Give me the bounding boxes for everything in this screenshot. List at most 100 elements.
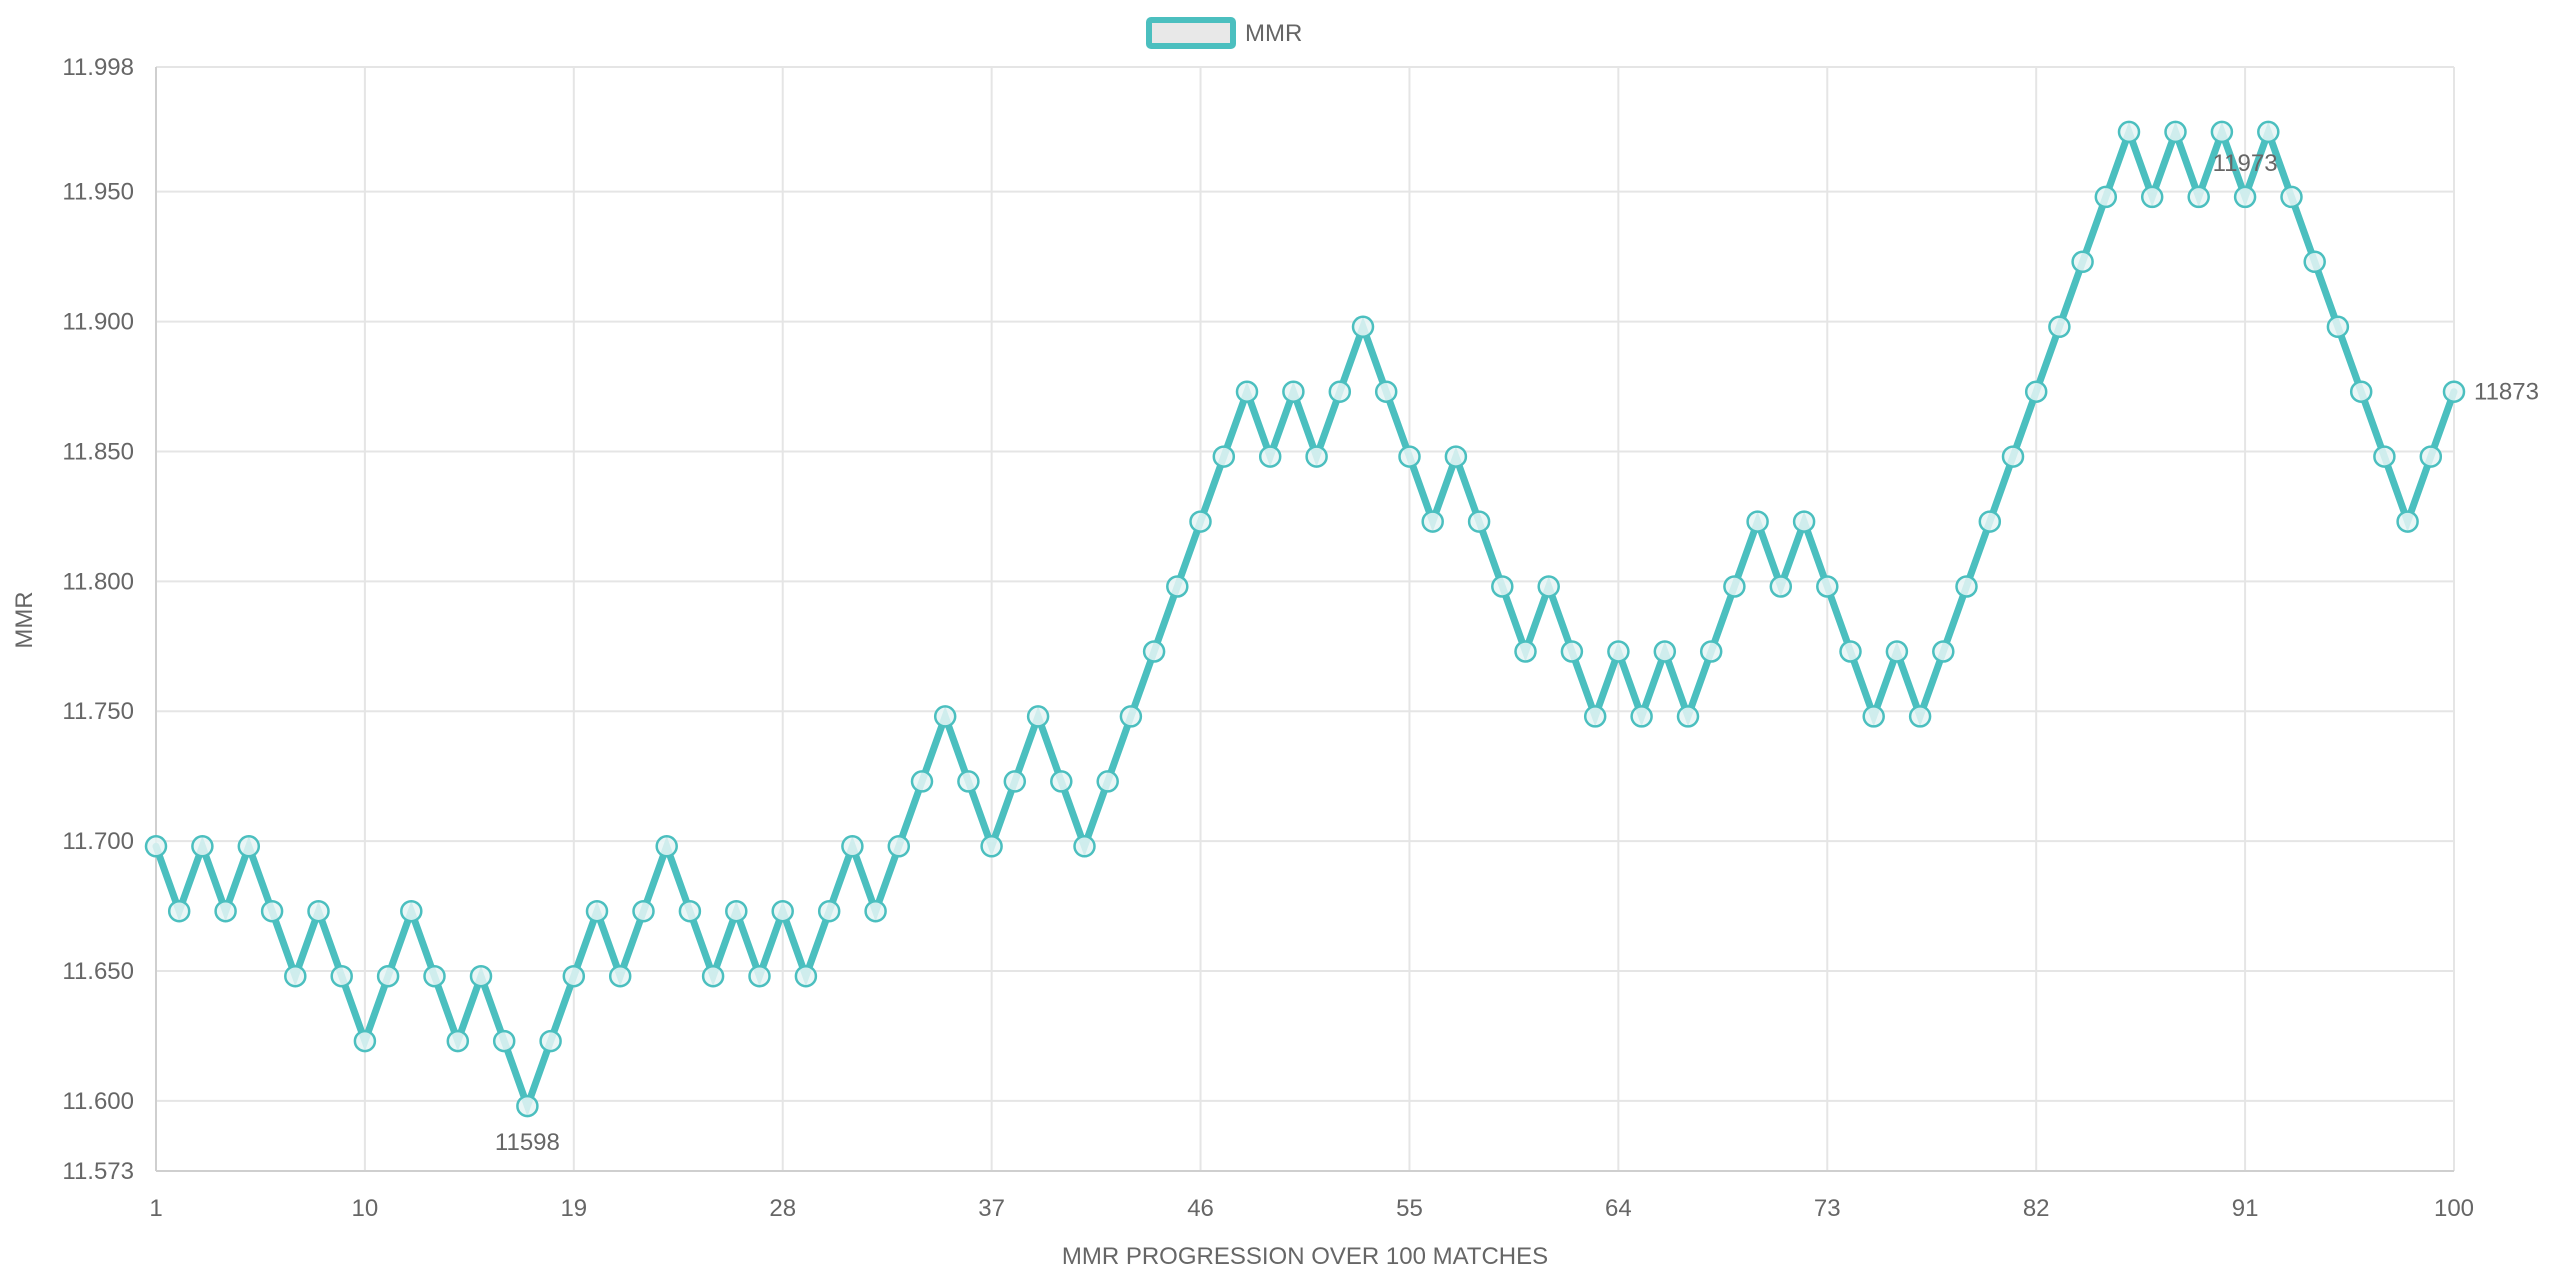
data-point[interactable]: [284, 964, 307, 988]
data-point[interactable]: [237, 835, 261, 858]
data-point[interactable]: [2024, 380, 2048, 403]
data-point[interactable]: [1305, 445, 1328, 468]
data-point[interactable]: [1235, 380, 1259, 403]
data-point[interactable]: [1607, 640, 1630, 663]
data-point[interactable]: [1374, 380, 1398, 403]
data-point[interactable]: [910, 770, 934, 793]
data-point[interactable]: [2233, 185, 2257, 209]
data-point[interactable]: [1026, 705, 1050, 728]
data-point[interactable]: [771, 899, 794, 923]
data-point[interactable]: [2094, 185, 2118, 209]
data-point[interactable]: [1769, 575, 1793, 598]
data-point[interactable]: [191, 835, 214, 858]
data-point[interactable]: [887, 835, 911, 858]
data-point[interactable]: [2326, 315, 2350, 339]
data-point[interactable]: [1258, 445, 1282, 468]
data-point[interactable]: [957, 770, 980, 793]
data-point[interactable]: [1491, 575, 1514, 598]
data-point[interactable]: [2210, 120, 2234, 144]
data-point[interactable]: [864, 899, 887, 923]
data-point[interactable]: [1839, 640, 1862, 663]
data-point[interactable]: [794, 964, 818, 988]
data-point[interactable]: [2373, 445, 2396, 468]
data-point[interactable]: [2187, 185, 2210, 209]
data-point[interactable]: [1142, 640, 1166, 663]
data-point[interactable]: [1955, 575, 1978, 598]
data-point[interactable]: [1816, 575, 1839, 598]
data-point[interactable]: [817, 899, 841, 923]
data-point[interactable]: [1212, 445, 1236, 468]
data-point[interactable]: [1444, 445, 1468, 468]
data-point[interactable]: [469, 964, 493, 988]
data-point[interactable]: [1282, 380, 1305, 403]
data-point[interactable]: [841, 835, 864, 858]
data-point[interactable]: [2164, 120, 2187, 144]
data-point[interactable]: [1699, 640, 1723, 663]
data-point[interactable]: [167, 899, 191, 923]
data-point[interactable]: [353, 1029, 377, 1053]
data-point[interactable]: [2071, 250, 2094, 274]
data-point[interactable]: [1862, 705, 1885, 728]
data-point[interactable]: [701, 964, 725, 988]
data-point[interactable]: [1885, 640, 1909, 663]
data-point[interactable]: [2001, 445, 2025, 468]
data-point[interactable]: [516, 1094, 539, 1118]
data-point[interactable]: [585, 899, 609, 923]
data-point[interactable]: [1630, 705, 1653, 728]
data-point[interactable]: [446, 1029, 470, 1053]
data-point[interactable]: [492, 1029, 516, 1053]
data-point[interactable]: [1096, 770, 1119, 793]
data-point[interactable]: [2140, 185, 2164, 209]
data-point[interactable]: [330, 964, 353, 988]
data-point[interactable]: [562, 964, 586, 988]
legend-swatch[interactable]: [1146, 17, 1236, 49]
data-point[interactable]: [144, 835, 168, 858]
data-point[interactable]: [980, 835, 1003, 858]
data-point[interactable]: [2442, 380, 2466, 403]
data-point[interactable]: [1119, 705, 1143, 728]
data-point[interactable]: [214, 899, 237, 923]
data-point[interactable]: [2349, 380, 2373, 403]
data-point[interactable]: [1050, 770, 1073, 793]
data-point[interactable]: [1328, 380, 1352, 403]
data-point[interactable]: [1073, 835, 1096, 858]
data-point[interactable]: [1583, 705, 1607, 728]
data-point[interactable]: [1421, 510, 1444, 533]
data-point[interactable]: [1537, 575, 1560, 598]
data-point[interactable]: [1166, 575, 1189, 598]
data-point[interactable]: [2257, 120, 2280, 144]
data-point[interactable]: [1653, 640, 1677, 663]
data-point[interactable]: [2303, 250, 2326, 274]
data-point[interactable]: [423, 964, 446, 988]
data-point[interactable]: [748, 964, 771, 988]
data-point[interactable]: [400, 899, 423, 923]
data-point[interactable]: [2396, 510, 2419, 533]
data-point[interactable]: [2419, 445, 2443, 468]
data-point[interactable]: [260, 899, 284, 923]
data-point[interactable]: [725, 899, 748, 923]
legend[interactable]: MMR: [1146, 17, 1302, 49]
data-point[interactable]: [933, 705, 957, 728]
data-point[interactable]: [1792, 510, 1816, 533]
data-point[interactable]: [1908, 705, 1932, 728]
data-point[interactable]: [678, 899, 702, 923]
data-point[interactable]: [1978, 510, 2002, 533]
legend-label[interactable]: MMR: [1245, 20, 1302, 47]
data-point[interactable]: [539, 1029, 562, 1053]
data-point[interactable]: [1189, 510, 1212, 533]
data-point[interactable]: [1932, 640, 1955, 663]
data-point[interactable]: [1003, 770, 1027, 793]
data-point[interactable]: [2117, 120, 2141, 144]
data-point[interactable]: [376, 964, 400, 988]
data-point[interactable]: [655, 835, 678, 858]
data-point[interactable]: [1723, 575, 1746, 598]
data-point[interactable]: [608, 964, 632, 988]
data-point[interactable]: [1467, 510, 1491, 533]
data-point[interactable]: [1398, 445, 1421, 468]
data-point[interactable]: [1560, 640, 1584, 663]
data-point[interactable]: [1746, 510, 1769, 533]
data-point[interactable]: [632, 899, 655, 923]
data-point[interactable]: [1514, 640, 1537, 663]
data-point[interactable]: [1676, 705, 1700, 728]
data-point[interactable]: [307, 899, 330, 923]
